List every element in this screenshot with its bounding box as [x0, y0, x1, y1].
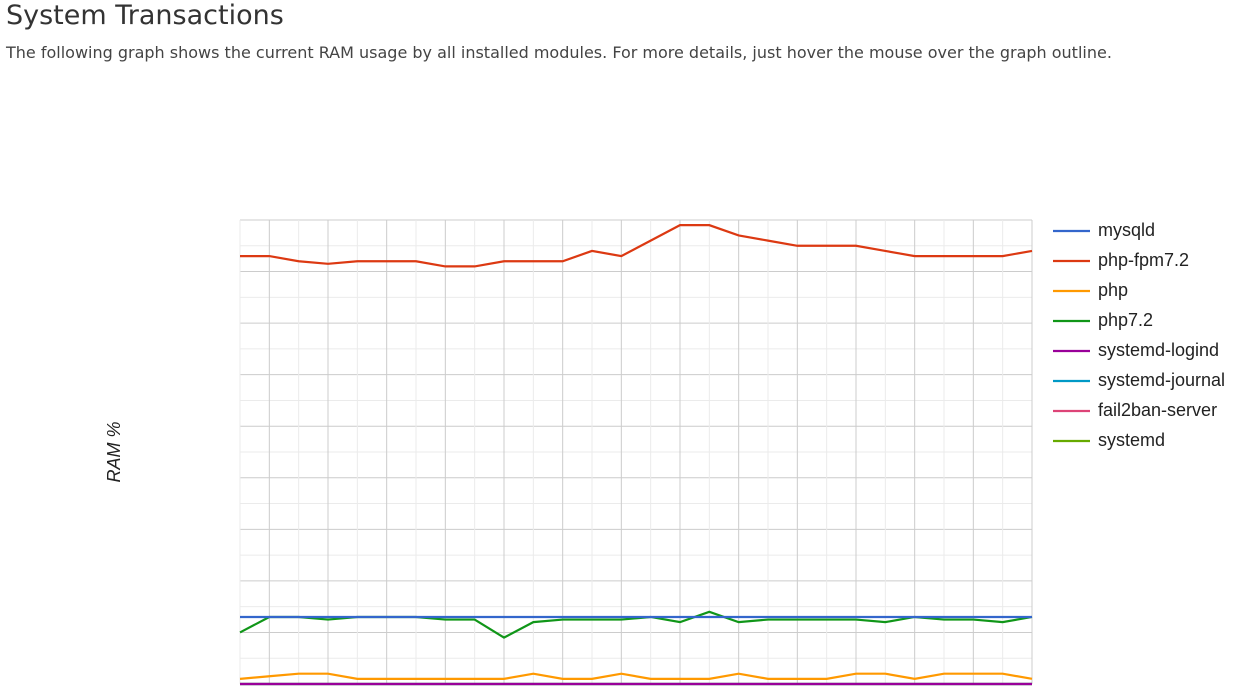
series-line: [239, 610, 1033, 639]
legend-label: php: [1098, 280, 1128, 300]
legend-label: systemd-journal: [1098, 370, 1225, 390]
legend-label: systemd-logind: [1098, 340, 1219, 360]
page-title: System Transactions: [6, 0, 284, 31]
series-line: [240, 224, 1033, 268]
page-description: The following graph shows the current RA…: [6, 43, 1112, 62]
series-line: [239, 672, 1033, 680]
legend-label: systemd: [1098, 430, 1165, 450]
legend-label: mysqld: [1098, 220, 1155, 240]
legend-label: php7.2: [1098, 310, 1153, 330]
legend-label: fail2ban-server: [1098, 400, 1217, 420]
legend-label: php-fpm7.2: [1098, 250, 1189, 270]
y-axis-label: RAM %: [104, 421, 124, 482]
